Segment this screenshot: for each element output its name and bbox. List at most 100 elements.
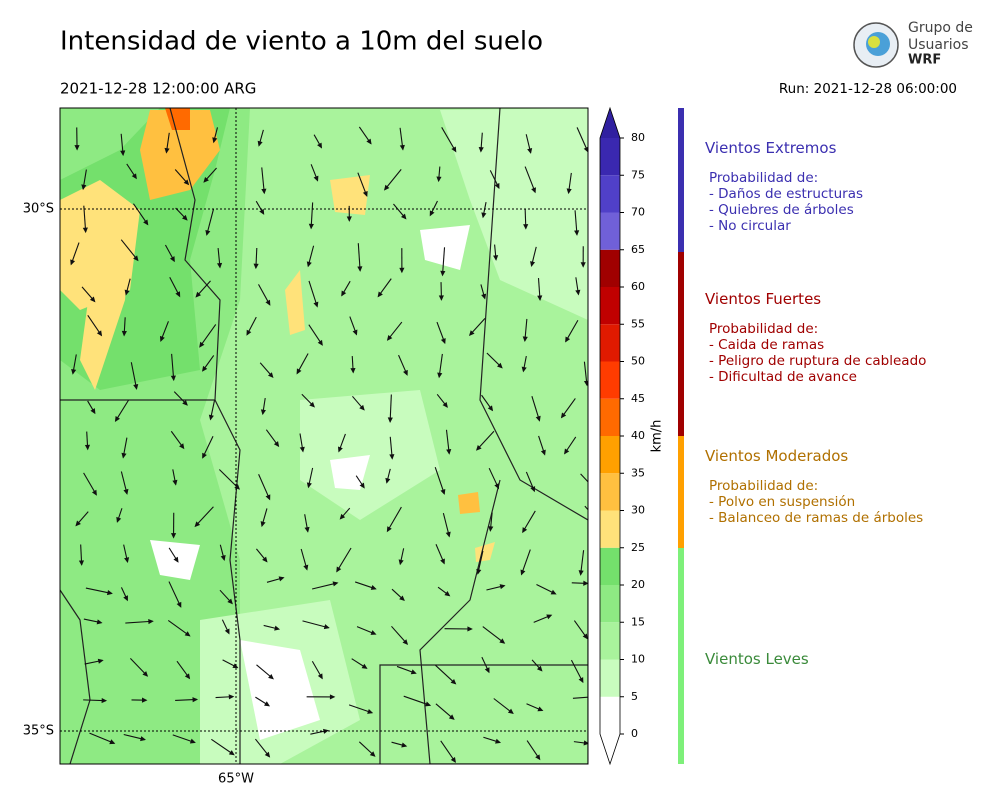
- wind-arrow-head: [203, 176, 209, 183]
- wind-arrow-head: [265, 299, 271, 306]
- colorbar-tick-label: 70: [631, 206, 645, 219]
- wind-arrow-head: [566, 188, 572, 195]
- wind-arrow-head: [476, 568, 482, 575]
- legend-entry: Vientos Fuertes Probabilidad de: - Caida d…: [705, 291, 926, 385]
- colorbar-bin: [600, 585, 620, 623]
- logo-text: Grupo de: [908, 20, 973, 36]
- wind-arrow-head: [97, 658, 104, 664]
- wind-arrow-head: [133, 255, 139, 262]
- wind-arrow-head: [535, 754, 541, 761]
- wind-arrow-head: [437, 372, 443, 379]
- wind-arrow-head: [386, 526, 392, 533]
- wind-arrow-head: [359, 482, 365, 489]
- wind-arrow-head: [308, 223, 314, 230]
- wind-arrow-head: [383, 184, 390, 191]
- legend-title: Vientos Extremos: [705, 139, 837, 157]
- wind-arrow-head: [189, 738, 196, 744]
- wind-arrow-head: [192, 697, 199, 703]
- wind-arrow-head: [377, 291, 383, 298]
- wind-arrow-head: [530, 486, 536, 493]
- wind-arrow: [194, 506, 214, 527]
- wind-arrow-head: [352, 329, 358, 336]
- legend-text: - Quiebres de árboles: [709, 202, 854, 218]
- colorbar-over: [600, 108, 620, 138]
- wind-arrow-head: [175, 291, 181, 298]
- wind-arrow-head: [260, 409, 266, 416]
- legend-text: Probabilidad de:: [709, 321, 819, 337]
- wind-arrow-head: [445, 531, 451, 538]
- wind-arrow-head: [121, 330, 127, 337]
- wind-arrow-head: [478, 146, 484, 153]
- colorbar-bin: [600, 696, 620, 734]
- wind-arrow-head: [468, 330, 475, 336]
- wind-arrow-head: [401, 742, 408, 748]
- wind-arrow-head: [386, 334, 393, 341]
- wind-arrow-head: [436, 176, 442, 183]
- wind-arrow-head: [259, 208, 265, 215]
- wind-arrow: [572, 696, 588, 699]
- wind-arrow-head: [317, 142, 323, 149]
- wind-arrow-head: [398, 559, 404, 566]
- colorbar-tick-label: 25: [631, 541, 645, 554]
- wind-arrow: [206, 209, 214, 235]
- wind-arrow-head: [246, 329, 252, 336]
- wind-arrow-head: [313, 175, 319, 182]
- wind-arrow-head: [467, 626, 473, 632]
- wind-arrow-head: [440, 270, 446, 277]
- wind-arrow: [521, 549, 531, 575]
- legend-text: - Peligro de ruptura de cableado: [709, 353, 927, 369]
- wind-arrow: [302, 620, 329, 629]
- wind-arrow: [336, 547, 352, 572]
- wind-arrow-head: [481, 293, 487, 300]
- colorbar-under: [600, 734, 620, 764]
- wind-arrow-head: [183, 179, 190, 186]
- wind-arrow-head: [71, 368, 77, 375]
- wind-arrow-head: [575, 289, 581, 296]
- legend-text: Probabilidad de:: [709, 170, 819, 186]
- wind-arrow-head: [109, 739, 116, 745]
- wind-arrow-head: [264, 751, 271, 758]
- wind-arrow: [435, 664, 456, 685]
- logo: Grupo de Usuarios WRF: [853, 20, 973, 68]
- colorbar-tick-label: 80: [631, 131, 645, 144]
- logo-text: Usuarios: [908, 37, 969, 53]
- wind-arrow-head: [370, 585, 377, 590]
- wind-arrow-head: [481, 212, 487, 219]
- wind-arrow-head: [268, 673, 274, 680]
- wind-arrow: [83, 472, 97, 495]
- wind-arrow-head: [494, 483, 500, 490]
- colorbar-tick-label: 50: [631, 355, 645, 368]
- wind-arrow-head: [141, 697, 148, 703]
- wind-arrow-head: [264, 701, 271, 707]
- wind-arrow-head: [123, 595, 128, 602]
- colorbar-bin: [600, 138, 620, 176]
- wind-arrow-head: [444, 591, 451, 597]
- colorbar-tick-label: 60: [631, 280, 645, 293]
- wind-arrow-head: [389, 454, 395, 460]
- wind-arrow-head: [336, 566, 342, 573]
- wind-arrow-head: [399, 144, 405, 151]
- colorbar-bin: [600, 175, 620, 213]
- wind-arrow-head: [400, 213, 407, 220]
- wind-arrow-head: [120, 150, 126, 157]
- colorbar-tick-label: 75: [631, 168, 645, 181]
- wind-arrow-head: [133, 384, 139, 390]
- wind-arrow: [389, 394, 392, 422]
- wind-arrow-head: [176, 601, 182, 608]
- wind-arrow-head: [199, 341, 205, 348]
- wind-arrow-head: [540, 449, 546, 456]
- wind-arrow-head: [442, 401, 448, 408]
- wind-arrow-head: [592, 486, 596, 490]
- wind-arrow-head: [362, 190, 368, 197]
- wind-arrow: [85, 587, 112, 594]
- wind-arrow-head: [273, 441, 280, 448]
- wind-arrow: [258, 474, 271, 500]
- wind-arrow-head: [346, 216, 352, 222]
- wind-arrow-head: [507, 708, 514, 715]
- wind-arrow-head: [410, 669, 417, 675]
- wind-arrow-head: [257, 140, 263, 147]
- wind-arrow: [476, 430, 495, 451]
- wind-arrow-head: [74, 145, 80, 151]
- wind-arrow: [524, 166, 536, 193]
